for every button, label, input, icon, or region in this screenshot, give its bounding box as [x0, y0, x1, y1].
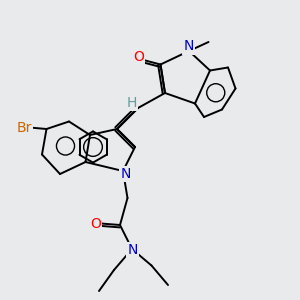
- Text: N: N: [183, 40, 194, 53]
- Text: O: O: [90, 217, 101, 230]
- Text: H: H: [126, 96, 136, 110]
- Text: N: N: [128, 244, 138, 257]
- Text: O: O: [134, 50, 144, 64]
- Text: N: N: [120, 167, 130, 181]
- Text: Br: Br: [16, 121, 32, 134]
